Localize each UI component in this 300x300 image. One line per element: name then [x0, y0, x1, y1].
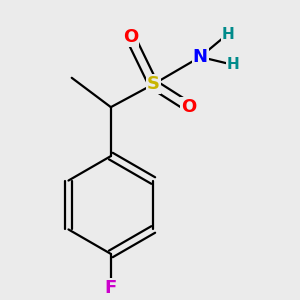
Text: S: S: [147, 75, 160, 93]
Text: O: O: [123, 28, 138, 46]
Text: H: H: [226, 57, 239, 72]
Text: F: F: [105, 279, 117, 297]
Text: H: H: [221, 27, 234, 42]
Text: N: N: [193, 48, 208, 66]
Text: O: O: [182, 98, 197, 116]
